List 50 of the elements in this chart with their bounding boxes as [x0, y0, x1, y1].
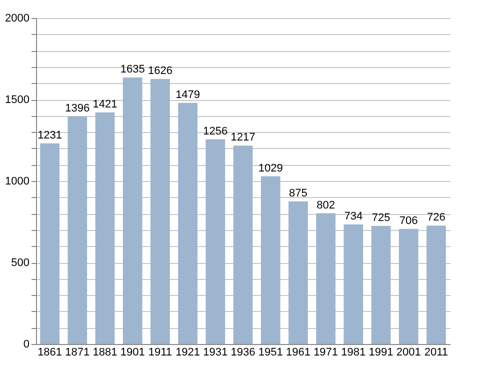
x-tick-label: 1936	[230, 346, 256, 358]
data-label: 1396	[65, 102, 90, 114]
x-tick-label: 1881	[92, 346, 118, 358]
data-label: 734	[344, 210, 363, 222]
y-tick-label: 2000	[5, 12, 30, 24]
bar	[288, 201, 308, 344]
data-label: 802	[316, 199, 335, 212]
data-label: 1231	[38, 129, 62, 142]
x-tick-label: 1901	[120, 346, 145, 358]
bar	[122, 77, 142, 344]
bar	[206, 139, 226, 344]
y-tick-label: 500	[11, 257, 30, 269]
x-tick-label: 1871	[65, 346, 90, 358]
bar	[316, 213, 336, 344]
bar	[426, 226, 446, 344]
x-tick-label: 1971	[314, 346, 338, 358]
bar	[68, 116, 88, 344]
x-tick-label: 1931	[203, 346, 228, 358]
y-tick-label: 1500	[5, 94, 30, 106]
bar	[95, 112, 115, 344]
bar	[233, 146, 253, 344]
data-label: 1217	[230, 132, 256, 144]
data-label: 706	[399, 214, 418, 227]
x-tick-label: 2001	[396, 346, 421, 358]
bar	[150, 78, 170, 344]
x-tick-label: 2011	[424, 346, 448, 358]
bar	[260, 176, 280, 344]
x-tick-label: 1911	[148, 346, 172, 358]
data-label: 1029	[258, 162, 283, 174]
data-label: 875	[289, 187, 308, 200]
bar	[40, 143, 60, 344]
data-label: 725	[372, 212, 390, 224]
data-label: 1626	[148, 64, 172, 77]
data-label: 1479	[176, 88, 200, 101]
data-label: 1256	[203, 125, 228, 138]
bar	[371, 226, 391, 344]
x-tick-label: 1981	[341, 346, 366, 358]
x-tick-label: 1951	[258, 346, 283, 358]
x-tick-label: 1861	[38, 346, 62, 358]
bar	[178, 102, 198, 344]
data-label: 726	[427, 212, 446, 224]
x-tick-label: 1991	[368, 346, 394, 358]
y-tick-label: 1000	[5, 176, 30, 188]
data-label: 1421	[92, 98, 118, 110]
bar	[398, 228, 418, 344]
y-tick-label: 0	[23, 338, 30, 350]
x-tick-label: 1921	[176, 346, 200, 358]
x-tick-label: 1961	[286, 346, 310, 358]
data-label: 1635	[120, 63, 145, 76]
bar	[344, 224, 364, 344]
